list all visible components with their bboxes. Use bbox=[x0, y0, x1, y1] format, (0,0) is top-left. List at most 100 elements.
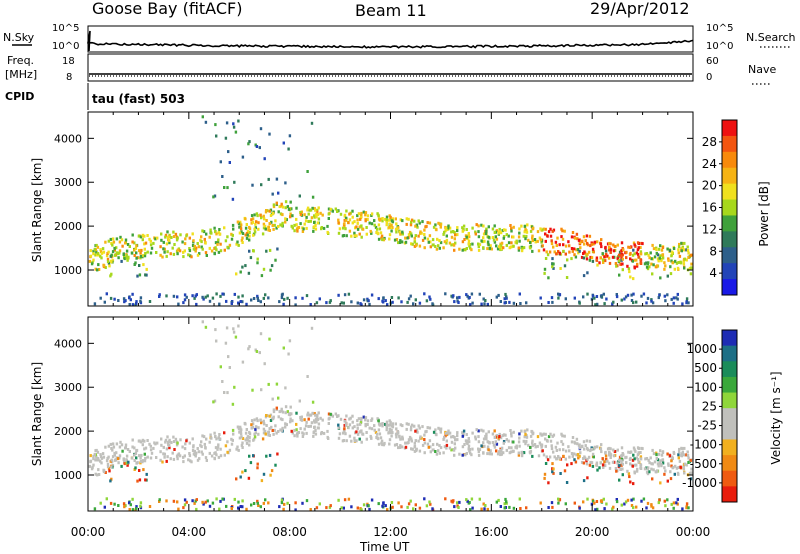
power-echo-cell bbox=[477, 245, 480, 249]
power-echo-cell bbox=[591, 259, 595, 263]
velocity-echo-cell bbox=[491, 432, 495, 436]
velocity-echo-cell bbox=[201, 452, 204, 456]
velocity-echo-cell bbox=[547, 481, 550, 485]
velocity-echo-cell bbox=[131, 508, 135, 512]
vel-ytick-label: 1000 bbox=[54, 469, 82, 482]
velocity-echo-cell bbox=[517, 453, 521, 457]
velocity-echo-cell bbox=[407, 502, 411, 506]
velocity-echo-cell bbox=[149, 456, 153, 460]
velocity-echo-cell bbox=[551, 434, 554, 438]
freq-tick-right-bottom: 0 bbox=[706, 72, 712, 83]
power-echo-cell bbox=[373, 223, 376, 227]
velocity-echo-cell bbox=[591, 464, 595, 468]
power-echo-cell bbox=[463, 238, 466, 241]
velocity-echo-cell bbox=[682, 467, 686, 471]
xtick-label: 12:00 bbox=[373, 525, 408, 539]
power-echo-cell bbox=[239, 225, 242, 229]
velocity-echo-cell bbox=[217, 436, 220, 440]
power-echo-cell bbox=[162, 240, 165, 244]
velocity-echo-cell bbox=[254, 427, 257, 431]
velocity-echo-cell bbox=[325, 506, 328, 510]
power-echo-cell bbox=[609, 242, 612, 246]
velocity-echo-cell bbox=[248, 439, 251, 443]
power-echo-cell bbox=[93, 247, 96, 251]
power-echo-cell bbox=[219, 249, 223, 253]
velocity-panel-frame bbox=[87, 316, 694, 512]
power-ytick-label: 4000 bbox=[54, 132, 82, 145]
velocity-echo-cell bbox=[519, 507, 522, 510]
power-echo-cell bbox=[257, 299, 260, 302]
velocity-echo-cell bbox=[486, 452, 489, 456]
velocity-echo-cell bbox=[290, 429, 293, 433]
velocity-echo-cell bbox=[465, 452, 468, 455]
power-echo-cell bbox=[256, 296, 259, 300]
velocity-echo-cell bbox=[603, 507, 606, 511]
power-echo-cell bbox=[675, 261, 679, 265]
power-echo-cell bbox=[626, 264, 629, 268]
velocity-echo-cell bbox=[651, 477, 654, 481]
velocity-echo-cell bbox=[245, 441, 249, 445]
power-echo-cell bbox=[467, 239, 471, 243]
velocity-echo-cell bbox=[93, 452, 96, 456]
power-echo-cell bbox=[370, 293, 374, 297]
power-echo-cell bbox=[337, 221, 340, 225]
power-echo-cell bbox=[239, 270, 242, 274]
velocity-echo-cell bbox=[664, 504, 667, 508]
velocity-echo-cell bbox=[381, 424, 384, 428]
velocity-echo-cell bbox=[123, 505, 126, 509]
power-echo-cell bbox=[288, 134, 292, 138]
velocity-echo-cell bbox=[505, 448, 508, 452]
xtick-label: 16:00 bbox=[474, 525, 509, 539]
velocity-echo-cell bbox=[495, 449, 498, 453]
power-echo-cell bbox=[149, 239, 152, 243]
power-echo-cell bbox=[625, 250, 628, 254]
velocity-echo-cell bbox=[316, 415, 319, 419]
velocity-echo-cell bbox=[592, 499, 595, 503]
power-echo-cell bbox=[214, 246, 217, 250]
velocity-echo-cell bbox=[531, 441, 534, 445]
power-echo-cell bbox=[399, 218, 402, 222]
power-echo-cell bbox=[635, 264, 639, 268]
velocity-echo-cell bbox=[659, 481, 662, 485]
velocity-echo-cell bbox=[205, 459, 208, 462]
power-echo-cell bbox=[598, 261, 601, 265]
velocity-echo-cell bbox=[454, 438, 457, 442]
velocity-x-ticks bbox=[87, 317, 694, 511]
power-echo-cell bbox=[512, 225, 515, 229]
velocity-echo-cell bbox=[320, 431, 323, 434]
power-echo-cell bbox=[306, 208, 309, 212]
power-echo-cell bbox=[247, 142, 250, 146]
power-echo-cell bbox=[632, 277, 635, 281]
power-echo-cell bbox=[251, 217, 255, 221]
power-echo-cell bbox=[159, 253, 162, 257]
velocity-echo-cell bbox=[362, 503, 366, 507]
power-echo-cell bbox=[184, 237, 187, 241]
power-echo-cell bbox=[583, 242, 586, 246]
power-echo-cell bbox=[564, 244, 568, 248]
velocity-echo-cell bbox=[604, 464, 607, 468]
velocity-echo-cell bbox=[625, 455, 628, 459]
power-echo-cell bbox=[601, 258, 605, 262]
velocity-echo-cell bbox=[175, 443, 179, 447]
power-echo-cell bbox=[112, 240, 116, 244]
power-echo-cell bbox=[202, 297, 205, 301]
velocity-echo-cell bbox=[570, 440, 574, 444]
velocity-echo-cell bbox=[470, 453, 473, 457]
power-echo-cell bbox=[214, 241, 218, 245]
power-echo-cell bbox=[575, 232, 579, 236]
power-echo-cell bbox=[499, 248, 502, 252]
velocity-echo-cell bbox=[249, 461, 253, 465]
vel-ytick-label: 3000 bbox=[54, 381, 82, 394]
velocity-echo-cell bbox=[608, 466, 612, 470]
power-echo-cell bbox=[550, 239, 553, 243]
power-echo-cell bbox=[358, 225, 361, 229]
velocity-echo-cell bbox=[353, 436, 356, 440]
power-echo-cell bbox=[316, 213, 320, 217]
power-echo-cell bbox=[213, 194, 217, 198]
velocity-echo-cell bbox=[271, 429, 274, 432]
velocity-echo-cell bbox=[189, 459, 192, 463]
power-echo-cell bbox=[656, 264, 659, 268]
velocity-echo-cell bbox=[583, 447, 586, 451]
power-echo-cell bbox=[192, 239, 195, 243]
power-echo-cell bbox=[672, 301, 675, 305]
